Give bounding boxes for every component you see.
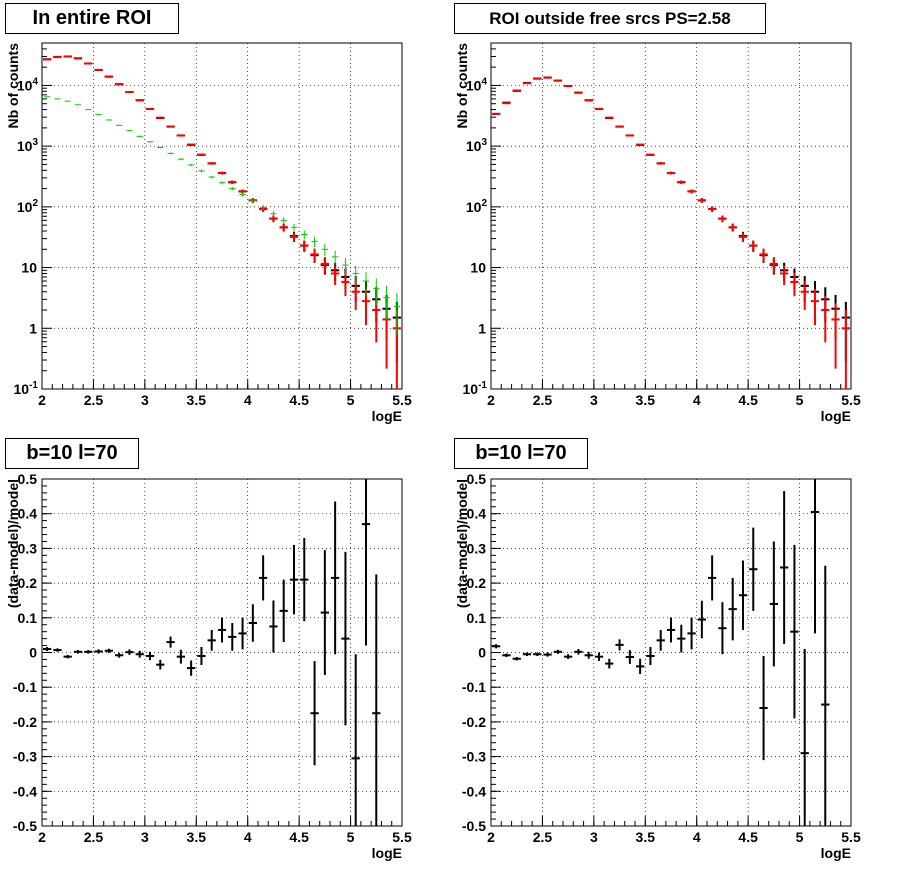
panel-2-xtick-label-6: 5	[796, 392, 804, 408]
panel-2-ytick-label-1: 1	[478, 320, 486, 336]
panel-3-ytick-label-1: -0.4	[13, 783, 37, 799]
panel-3-ytick-label-8: 0.3	[18, 540, 38, 556]
panel-3-ylabel: (data-model)/model	[5, 479, 21, 608]
panel-4-ytick-label-0: -0.5	[462, 818, 486, 834]
panel-2-xtick-label-1: 2.5	[533, 392, 553, 408]
panel-3-ytick-label-4: -0.1	[13, 679, 37, 695]
panel-2-xtick-label-4: 4	[693, 392, 701, 408]
panel-4-xtick-label-1: 2.5	[533, 829, 553, 845]
panel-1-xlabel: logE	[372, 408, 402, 424]
panel-4-xtick-label-4: 4	[693, 829, 701, 845]
panel-4-ytick-label-3: -0.2	[462, 714, 486, 730]
panel-2-ytick-label-4: 103	[466, 137, 488, 154]
panel-2-xlabel: logE	[821, 408, 851, 424]
panel-4-xtick-label-0: 2	[487, 829, 495, 845]
panel-4-ytick-label-7: 0.2	[467, 575, 487, 591]
panel-1-xtick-label-1: 2.5	[84, 392, 104, 408]
panel-1-xtick-label-2: 3	[141, 392, 149, 408]
panel-1-xtick-label-5: 4.5	[289, 392, 309, 408]
panel-1-title: In entire ROI	[5, 3, 179, 34]
panel-4-xtick-label-5: 4.5	[738, 829, 758, 845]
panel-1-ylabel: Nb of counts	[5, 43, 21, 129]
panel-4-ytick-label-5: 0	[478, 645, 486, 661]
panel-3-ytick-label-3: -0.2	[13, 714, 37, 730]
panel-1-ytick-label-3: 102	[17, 198, 39, 215]
panel-1-ytick-label-0: 10-1	[14, 380, 39, 397]
panel-4-ytick-label-1: -0.4	[462, 783, 486, 799]
panel-4-ytick-label-6: 0.1	[467, 610, 487, 626]
panel-3-ytick-label-2: -0.3	[13, 749, 37, 765]
panel-2-xtick-label-0: 2	[487, 392, 495, 408]
panel-2-title: ROI outside free srcs PS=2.58	[454, 3, 766, 34]
panel-2-ytick-label-3: 102	[466, 198, 488, 215]
panel-1-frame	[41, 42, 403, 390]
panel-3-xtick-label-1: 2.5	[84, 829, 104, 845]
panel-1-ytick-label-2: 10	[21, 260, 37, 276]
panel-3-xtick-label-6: 5	[347, 829, 355, 845]
panel-4-ytick-label-8: 0.3	[467, 540, 487, 556]
panel-3-ytick-label-9: 0.4	[18, 506, 38, 522]
panel-3-ytick-label-0: -0.5	[13, 818, 37, 834]
panel-3-ytick-label-5: 0	[29, 645, 37, 661]
panel-4-ytick-label-2: -0.3	[462, 749, 486, 765]
panel-1-xtick-label-7: 5.5	[392, 392, 412, 408]
panel-1-xtick-label-4: 4	[244, 392, 252, 408]
panel-3-ytick-label-10: 0.5	[18, 471, 38, 487]
panel-2-ytick-label-2: 10	[470, 260, 486, 276]
panel-1-ytick-label-4: 103	[17, 137, 39, 154]
panel-4-xtick-label-7: 5.5	[841, 829, 861, 845]
panel-4-ytick-label-10: 0.5	[467, 471, 487, 487]
panel-4-ylabel: (data-model)/model	[454, 479, 470, 608]
panel-4-ytick-label-9: 0.4	[467, 506, 487, 522]
panel-2-xtick-label-2: 3	[590, 392, 598, 408]
panel-2-xtick-label-5: 4.5	[738, 392, 758, 408]
panel-2-ytick-label-0: 10-1	[463, 380, 488, 397]
panel-3-title: b=10 l=70	[5, 438, 139, 469]
panel-4-xtick-label-3: 3.5	[636, 829, 656, 845]
panel-3-xtick-label-7: 5.5	[392, 829, 412, 845]
panel-1-xtick-label-6: 5	[347, 392, 355, 408]
panel-2-xtick-label-7: 5.5	[841, 392, 861, 408]
panel-3-xlabel: logE	[372, 845, 402, 861]
panel-3-xtick-label-3: 3.5	[187, 829, 207, 845]
panel-3-ytick-label-7: 0.2	[18, 575, 38, 591]
panel-2-ylabel: Nb of counts	[454, 43, 470, 129]
panel-3-xtick-label-0: 2	[38, 829, 46, 845]
panel-1-xtick-label-3: 3.5	[187, 392, 207, 408]
panel-3-xtick-label-4: 4	[244, 829, 252, 845]
panel-4-xlabel: logE	[821, 845, 851, 861]
panel-4-xtick-label-6: 5	[796, 829, 804, 845]
panel-3-xtick-label-2: 3	[141, 829, 149, 845]
panel-3-ytick-label-6: 0.1	[18, 610, 38, 626]
panel-2-frame	[490, 42, 852, 390]
panel-1-xtick-label-0: 2	[38, 392, 46, 408]
panel-4-title: b=10 l=70	[454, 438, 588, 469]
panel-1-ytick-label-1: 1	[29, 320, 37, 336]
panel-2-xtick-label-3: 3.5	[636, 392, 656, 408]
panel-4-xtick-label-2: 3	[590, 829, 598, 845]
panel-4-ytick-label-4: -0.1	[462, 679, 486, 695]
panel-3-xtick-label-5: 4.5	[289, 829, 309, 845]
